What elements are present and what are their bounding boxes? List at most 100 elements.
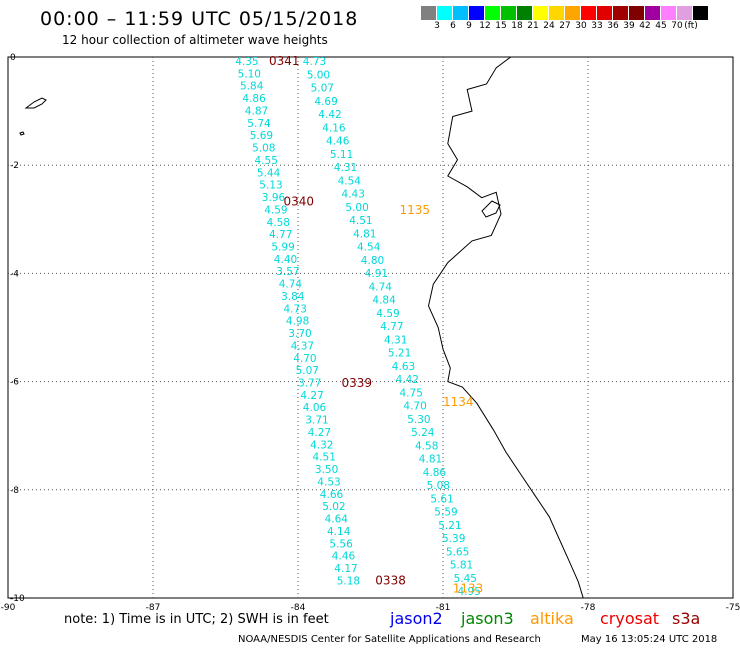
- coastline: [427, 56, 584, 599]
- wave-height-value: 4.58: [267, 217, 290, 229]
- wave-height-value: 5.65: [446, 546, 469, 558]
- wave-height-value: 4.06: [303, 402, 327, 414]
- color-scale-swatch: [565, 6, 581, 20]
- wave-height-value: 4.31: [384, 334, 407, 346]
- wave-height-value: 4.37: [291, 340, 314, 352]
- color-scale-swatch: [677, 6, 693, 20]
- y-tick-label: -8: [10, 486, 19, 496]
- wave-height-value: 4.54: [357, 242, 381, 254]
- wave-height-value: 4.95: [458, 586, 481, 598]
- wave-height-value: 4.42: [318, 109, 341, 121]
- color-scale-label: 12: [479, 21, 491, 31]
- wave-height-value: 4.31: [334, 162, 357, 174]
- color-scale: 3 6 9 12 15 18 21 24 27 30 33 36 39 42 45 70 (ft): [421, 6, 731, 34]
- y-tick-label: -2: [10, 161, 19, 171]
- wave-height-value: 4.27: [300, 390, 323, 402]
- wave-height-value: 5.61: [430, 493, 453, 505]
- wave-height-value: 4.27: [308, 427, 331, 439]
- wave-height-value: 4.35: [235, 56, 258, 68]
- wave-height-value: 3.77: [298, 378, 321, 390]
- pass-time-label: 0338: [375, 573, 406, 587]
- wave-height-value: 5.13: [259, 180, 282, 192]
- color-scale-swatch: [629, 6, 645, 20]
- color-scale-label: 42: [639, 21, 651, 31]
- legend-item-s3a: s3a: [672, 609, 701, 628]
- y-tick-label: -6: [10, 378, 19, 388]
- wave-height-value: 4.70: [403, 401, 426, 413]
- color-scale-swatch: [501, 6, 517, 20]
- pass-time-label: 1135: [400, 203, 431, 217]
- color-scale-swatch: [645, 6, 661, 20]
- x-tick-label: -81: [436, 603, 451, 613]
- wave-height-value: 4.53: [317, 476, 340, 488]
- x-tick-label: -84: [291, 603, 306, 613]
- color-scale-unit: (ft): [684, 21, 698, 31]
- wave-height-value: 4.91: [365, 268, 388, 280]
- wave-height-value: 4.80: [361, 255, 384, 267]
- wave-height-value: 4.77: [269, 229, 292, 241]
- wave-height-value: 5.02: [322, 501, 345, 513]
- color-scale-labels: 3 6 9 12 15 18 21 24 27 30 33 36 39 42 45 70 (ft): [421, 20, 731, 34]
- pass-time-label: 0341: [269, 54, 300, 68]
- wave-height-value: 5.30: [407, 414, 430, 426]
- wave-height-value: 4.58: [415, 440, 438, 452]
- wave-height-value: 4.66: [320, 489, 344, 501]
- wave-height-value: 4.74: [369, 281, 393, 293]
- color-scale-swatch: [581, 6, 597, 20]
- y-tick-label: -4: [10, 269, 19, 279]
- color-scale-label: 70: [671, 21, 683, 31]
- legend-item-altika: altika: [530, 609, 574, 628]
- color-scale-label: 3: [434, 21, 440, 31]
- wave-height-value: 5.21: [388, 348, 411, 360]
- pass-time-label: 0340: [284, 195, 315, 209]
- wave-height-value: 5.08: [427, 480, 450, 492]
- wave-height-value: 4.86: [423, 467, 447, 479]
- wave-height-value: 4.32: [310, 439, 333, 451]
- wave-height-value: 5.00: [345, 202, 368, 214]
- wave-height-value: 5.11: [330, 149, 353, 161]
- wave-height-value: 4.59: [376, 308, 399, 320]
- wave-height-value: 4.46: [332, 551, 356, 563]
- x-tick-label: -90: [1, 603, 16, 613]
- color-scale-label: 6: [450, 21, 456, 31]
- wave-height-value: 4.54: [338, 175, 362, 187]
- wave-height-value: 4.70: [293, 353, 316, 365]
- wave-height-value: 5.00: [307, 69, 330, 81]
- wave-height-value: 3.96: [262, 192, 286, 204]
- wave-height-value: 4.73: [284, 303, 307, 315]
- wave-height-value: 5.59: [434, 507, 457, 519]
- color-scale-label: 30: [575, 21, 587, 31]
- color-scale-swatch: [469, 6, 485, 20]
- color-scale-swatch: [533, 6, 549, 20]
- wave-height-value: 4.17: [334, 563, 357, 575]
- wave-height-value: 4.69: [314, 96, 337, 108]
- wave-height-value: 4.75: [400, 387, 423, 399]
- wave-height-value: 3.57: [276, 266, 299, 278]
- wave-height-value: 4.73: [303, 56, 326, 68]
- wave-height-value: 4.14: [327, 526, 351, 538]
- credit-line: NOAA/NESDIS Center for Satellite Applica…: [238, 634, 541, 645]
- wave-height-value: 5.39: [442, 533, 465, 545]
- pass-time-label: 0339: [342, 376, 373, 390]
- wave-height-value: 4.74: [279, 279, 303, 291]
- color-scale-label: 18: [511, 21, 523, 31]
- wave-height-value: 5.21: [438, 520, 461, 532]
- wave-height-value: 5.08: [252, 143, 275, 155]
- y-tick-label: 0: [10, 53, 16, 63]
- pass-time-label: 1133: [453, 582, 484, 596]
- x-tick-label: -78: [581, 603, 596, 613]
- color-scale-swatch: [485, 6, 501, 20]
- wave-height-value: 5.07: [296, 365, 319, 377]
- wave-height-value: 5.69: [250, 130, 273, 142]
- color-scale-label: 21: [527, 21, 539, 31]
- y-tick-label: -10: [10, 594, 25, 604]
- color-scale-swatch: [453, 6, 469, 20]
- wave-height-value: 5.18: [337, 575, 360, 587]
- wave-height-value: 4.63: [392, 361, 415, 373]
- wave-height-value: 4.55: [255, 155, 278, 167]
- color-scale-label: 33: [591, 21, 603, 31]
- wave-height-value: 5.81: [450, 560, 473, 572]
- x-tick-label: -87: [146, 603, 161, 613]
- color-scale-label: 24: [543, 21, 555, 31]
